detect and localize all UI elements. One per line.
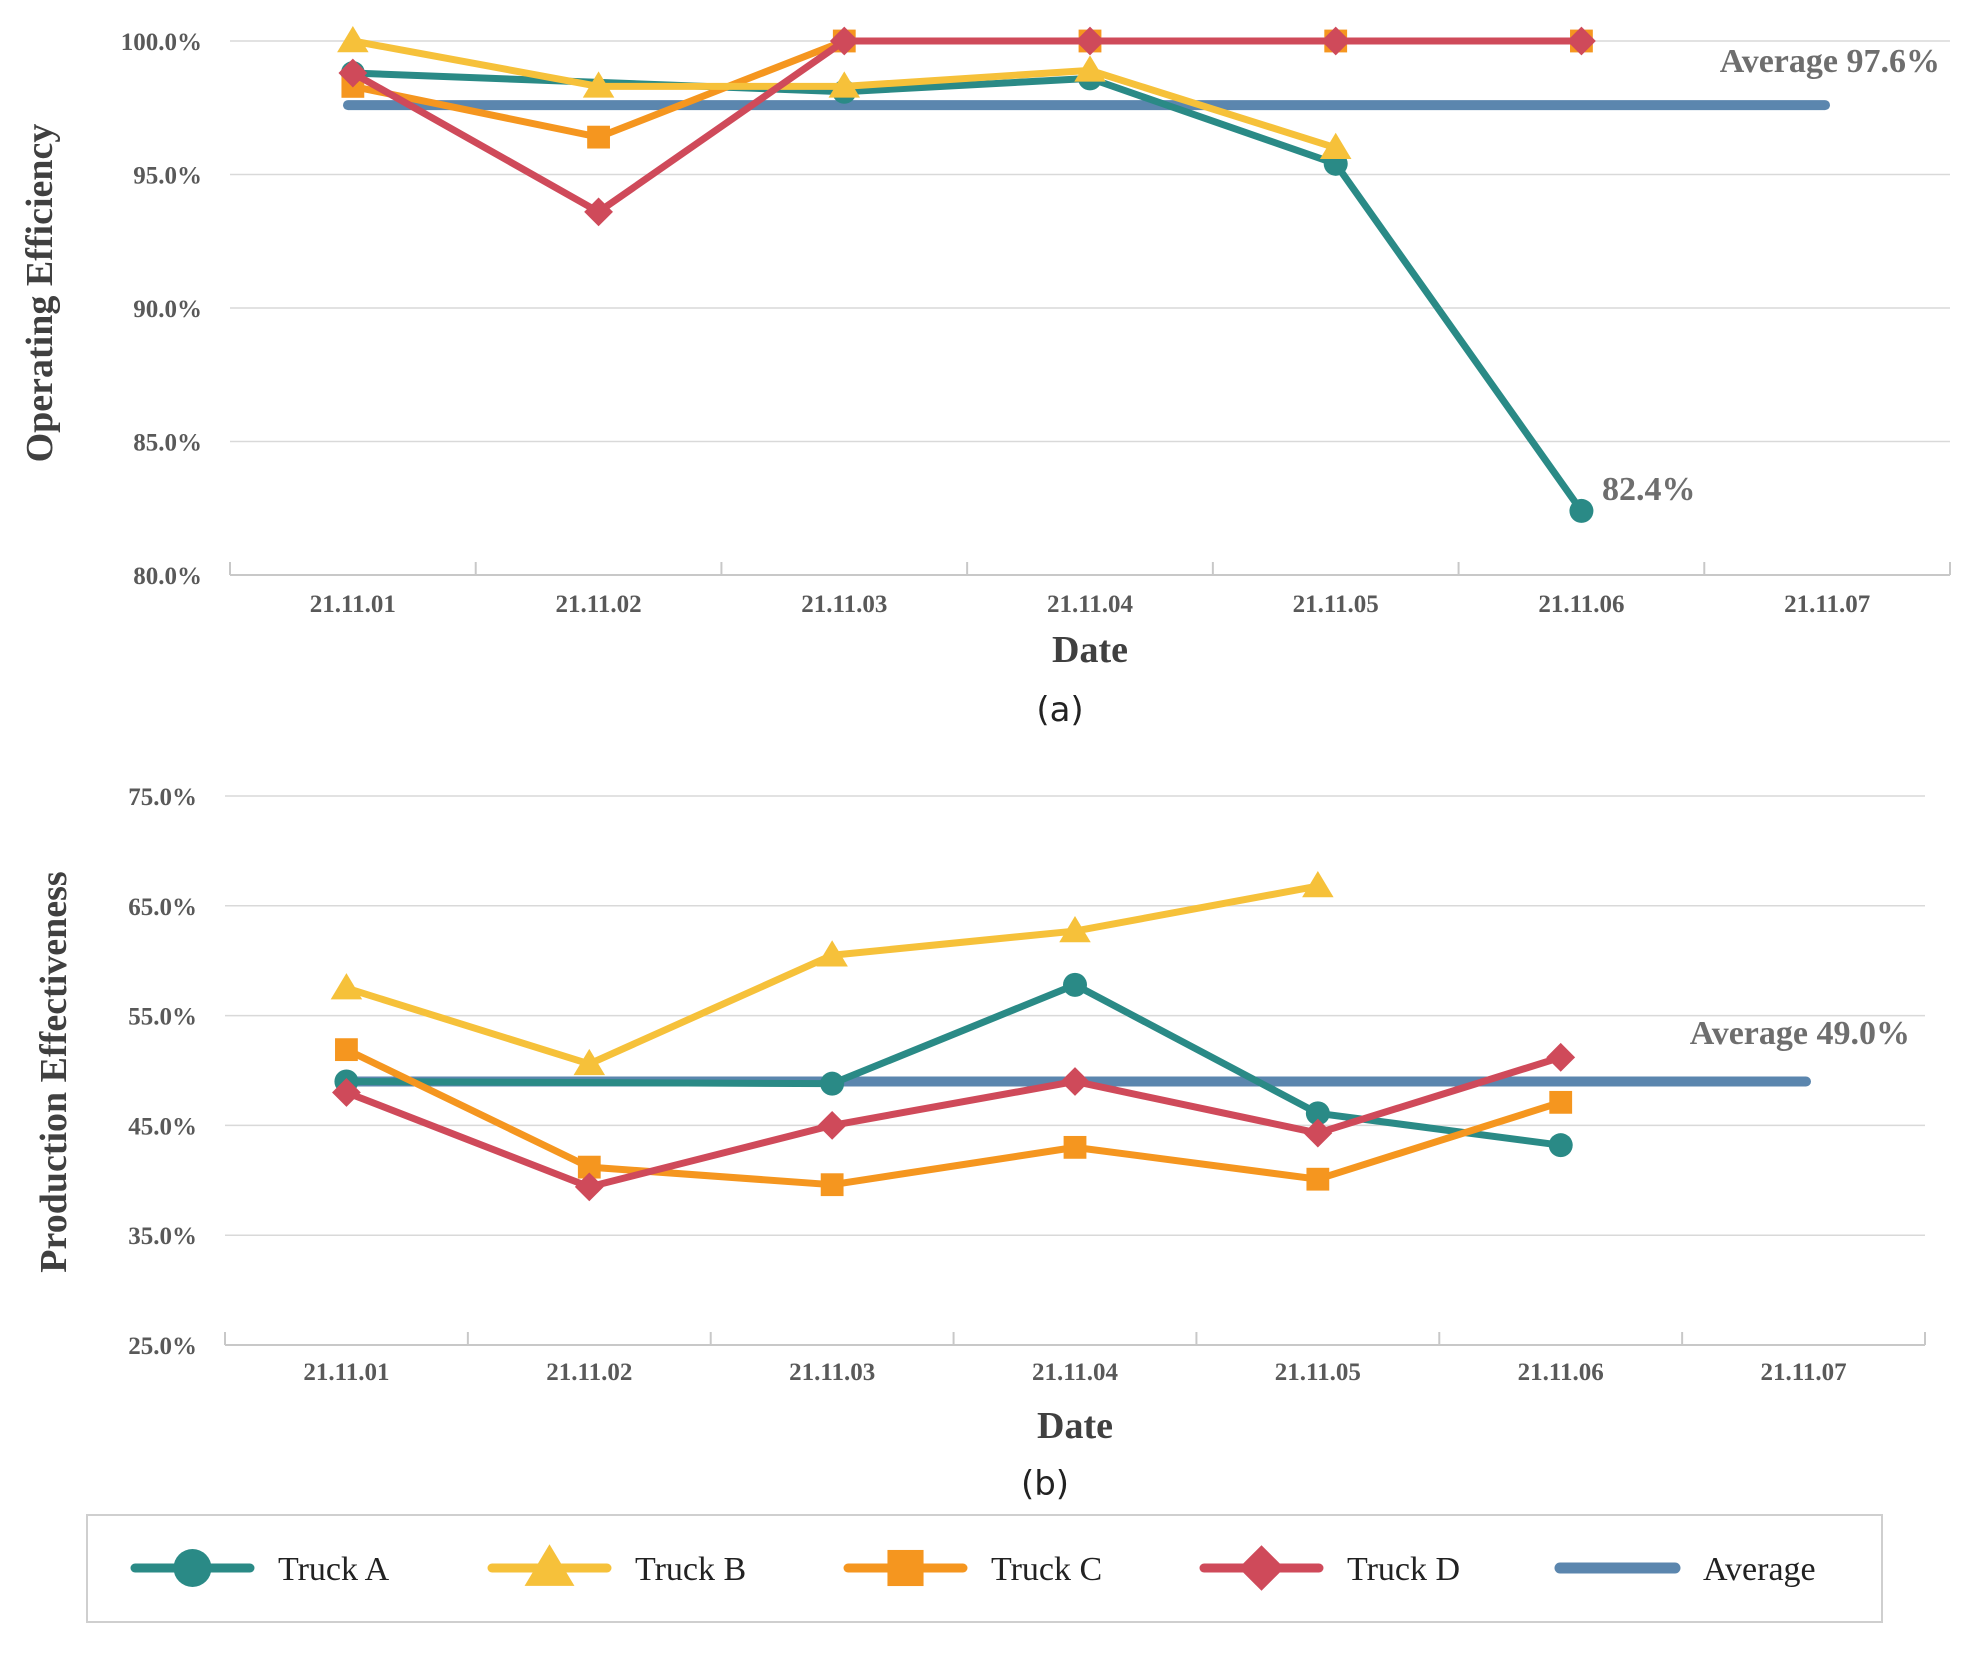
y-tick-label: 45.0% <box>128 1113 197 1140</box>
series-line-truck-d <box>349 37 1585 216</box>
x-tick-label: 21.11.03 <box>801 591 887 618</box>
data-point-truck-b <box>582 71 615 98</box>
y-tick-label: 35.0% <box>128 1223 197 1250</box>
y-tick-label: 65.0% <box>128 894 197 921</box>
data-point-truck-b <box>1319 132 1352 160</box>
legend-label: Truck D <box>1347 1551 1460 1588</box>
legend-marker-square <box>887 1549 924 1587</box>
annotation-label: Average 97.6% <box>1720 43 1940 80</box>
data-point-truck-c <box>587 125 610 149</box>
data-point-truck-d <box>584 197 613 227</box>
y-tick-label: 25.0% <box>128 1333 197 1360</box>
series-line-truck-c <box>342 1046 1565 1189</box>
data-point-truck-d <box>1303 1118 1333 1148</box>
legend-label: Average <box>1703 1551 1816 1588</box>
x-tick-label: 21.11.06 <box>1518 1359 1604 1386</box>
x-tick-label: 21.11.02 <box>546 1359 632 1386</box>
x-tick-label: 21.11.04 <box>1047 591 1134 618</box>
annotation-label: 82.4% <box>1602 471 1696 508</box>
data-point-truck-c <box>1549 1090 1573 1114</box>
annotation-label: Average 49.0% <box>1690 1015 1910 1052</box>
series-line-truck-c <box>349 37 1585 141</box>
data-point-truck-b <box>1302 871 1334 898</box>
data-point-truck-d <box>338 58 368 88</box>
y-tick-label: 95.0% <box>133 163 202 190</box>
chart-caption: (a) <box>1036 690 1083 730</box>
x-tick-label: 21.11.05 <box>1275 1359 1361 1386</box>
x-tick-label: 21.11.06 <box>1538 591 1624 618</box>
series-line-truck-d <box>342 1053 1565 1191</box>
data-point-truck-c <box>335 1038 358 1062</box>
data-point-truck-a <box>1548 1133 1573 1158</box>
x-tick-label: 21.11.07 <box>1784 591 1870 618</box>
chart-operating-efficiency: 80.0% 85.0% 90.0% 95.0% 100.0% 21.11.01 21.11.… <box>19 26 1951 730</box>
legend-marker-triangle <box>524 1544 575 1586</box>
x-tick-label: 21.11.02 <box>556 591 642 618</box>
data-point-truck-d <box>1321 26 1351 56</box>
data-point-truck-a <box>1063 972 1087 997</box>
legend-marker-diamond <box>1238 1545 1285 1591</box>
data-point-truck-b <box>330 973 363 1000</box>
y-tick-label: 100.0% <box>121 29 202 56</box>
data-point-truck-d <box>817 1111 847 1140</box>
data-point-truck-b <box>573 1048 606 1076</box>
x-tick-label: 21.11.01 <box>303 1359 389 1386</box>
data-point-truck-c <box>1063 1135 1087 1159</box>
chart-production-effectiveness: 25.0% 35.0% 45.0% 55.0% 65.0% 75.0% 21.11.01 21… <box>33 784 1926 1504</box>
x-tick-label: 21.11.07 <box>1761 1359 1847 1386</box>
x-tick-label: 21.11.01 <box>310 591 396 618</box>
data-point-truck-b <box>816 940 848 967</box>
data-point-truck-b <box>337 26 369 53</box>
data-point-truck-d <box>332 1078 361 1107</box>
x-tick-label: 21.11.03 <box>789 1359 875 1386</box>
x-axis-title: Date <box>1037 1405 1113 1447</box>
data-point-truck-d <box>1060 1067 1090 1096</box>
data-point-truck-a <box>1305 1101 1330 1126</box>
x-tick-label: 21.11.05 <box>1293 591 1379 618</box>
data-point-truck-c <box>577 1155 601 1179</box>
data-point-truck-b <box>1074 55 1106 82</box>
legend-label: Truck A <box>278 1551 390 1588</box>
y-axis-title: Production Effectiveness <box>33 871 75 1272</box>
y-tick-label: 85.0% <box>133 430 202 457</box>
legend-label: Truck C <box>991 1551 1102 1588</box>
data-point-truck-d <box>829 26 859 56</box>
y-tick-label: 75.0% <box>128 784 197 811</box>
data-point-truck-a <box>1569 498 1594 523</box>
data-point-truck-c <box>1306 1167 1330 1191</box>
chart-caption: (b) <box>1021 1464 1069 1504</box>
legend: Truck A Truck B Truck C Truck D Average <box>86 1514 1883 1623</box>
legend-label: Truck B <box>635 1551 746 1588</box>
y-tick-label: 55.0% <box>128 1004 197 1031</box>
series-line-truck-a <box>342 981 1565 1149</box>
x-axis-title: Date <box>1052 629 1128 671</box>
legend-marker-circle <box>173 1549 212 1587</box>
x-tick-label: 21.11.04 <box>1032 1359 1119 1386</box>
y-tick-label: 80.0% <box>133 563 202 590</box>
data-point-truck-b <box>828 71 861 98</box>
data-point-truck-d <box>1546 1042 1576 1072</box>
data-point-truck-d <box>574 1172 604 1202</box>
y-tick-label: 90.0% <box>133 296 202 323</box>
data-point-truck-b <box>1059 916 1091 943</box>
data-point-truck-d <box>1567 26 1596 56</box>
y-axis-title: Operating Efficiency <box>19 124 61 463</box>
series-line-truck-a <box>349 69 1585 515</box>
data-point-truck-a <box>820 1071 845 1096</box>
data-point-truck-c <box>820 1173 844 1197</box>
data-point-truck-d <box>1075 26 1105 56</box>
